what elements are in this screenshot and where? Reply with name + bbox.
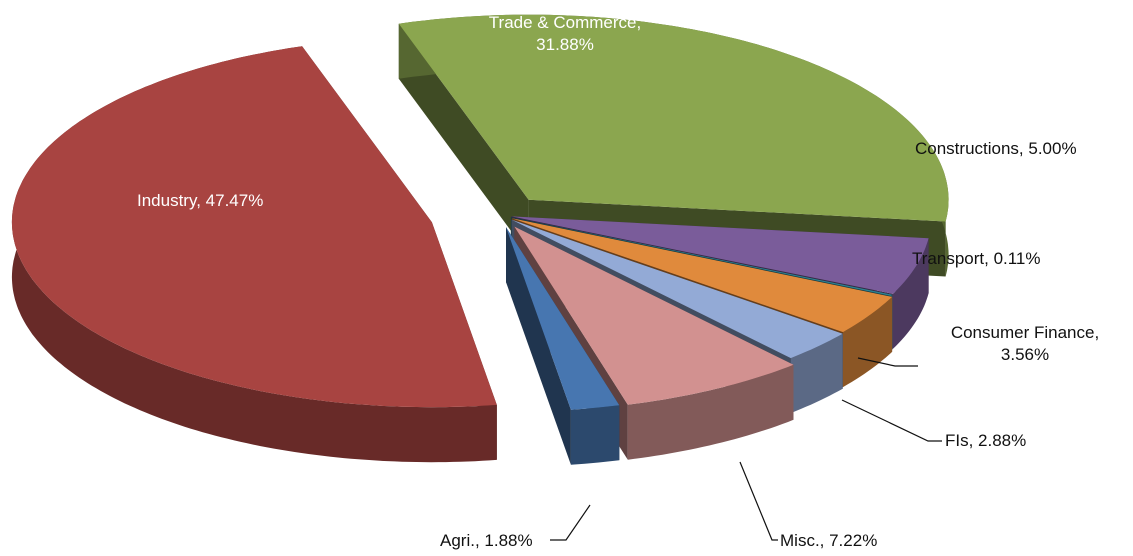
slice <box>510 217 893 296</box>
slice <box>511 219 843 359</box>
slice-side <box>506 227 571 465</box>
slice <box>511 216 929 294</box>
leader-line <box>841 399 942 442</box>
slice <box>506 227 620 410</box>
slice <box>11 46 497 408</box>
slice-side <box>790 333 843 414</box>
data-label: Agri., 1.88% <box>440 531 533 550</box>
data-label: Constructions, 5.00% <box>915 139 1077 158</box>
data-label: FIs, 2.88% <box>945 431 1027 450</box>
slice-side <box>11 46 497 463</box>
leader-line <box>550 504 591 541</box>
slice <box>514 226 794 405</box>
slice-side <box>398 23 529 255</box>
slice <box>398 14 949 222</box>
slice-side <box>570 405 620 465</box>
data-label: Consumer Finance, 3.56% <box>950 323 1100 364</box>
slice-side <box>627 364 794 460</box>
data-label: Transport, 0.11% <box>912 249 1041 268</box>
data-label: Industry, 47.47% <box>137 191 264 210</box>
leader-line <box>739 461 778 541</box>
slice-side <box>892 238 929 349</box>
data-label: Trade & Commerce, 31.88% <box>488 13 642 54</box>
leader-line <box>857 357 918 367</box>
slice-side <box>843 296 893 388</box>
data-label: Misc., 7.22% <box>780 531 878 550</box>
slice <box>511 218 893 333</box>
slice-tops <box>11 14 949 410</box>
